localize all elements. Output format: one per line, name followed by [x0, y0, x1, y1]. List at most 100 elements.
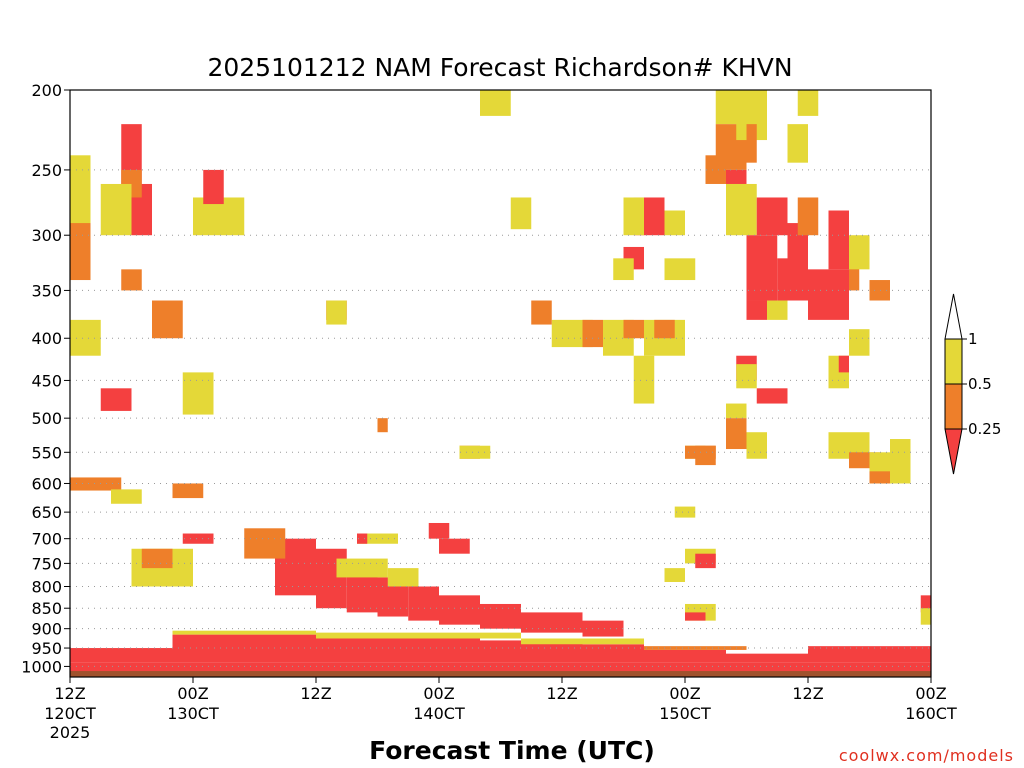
ri-cell-yellow: [510, 197, 532, 230]
ri-cell-yellow: [633, 355, 655, 404]
ri-cell-red: [582, 620, 624, 637]
ri-cell-red: [316, 636, 480, 663]
ri-cell-yellow: [172, 630, 316, 635]
ri-cell-orange: [797, 197, 819, 236]
ri-cell-yellow: [521, 638, 644, 645]
ri-cell-orange: [531, 300, 552, 325]
y-tick-label: 700: [31, 530, 62, 549]
ri-cell-red: [203, 169, 224, 205]
chart-title: 2025101212 NAM Forecast Richardson# KHVN: [207, 53, 792, 82]
plot-frame: [69, 89, 932, 678]
color-legend: 1 0.5 0.25: [944, 293, 1001, 475]
ri-cell-yellow: [664, 258, 696, 281]
ri-cell-orange: [141, 548, 173, 569]
pressure-axis: 200 250 300 350 400 450 500 550 600 650 700 750 800 8…: [21, 81, 70, 676]
ri-cell-yellow: [336, 558, 388, 578]
x-tick-label: 12Z: [792, 684, 823, 703]
ri-cell-red: [746, 235, 778, 301]
y-tick-label: 650: [31, 503, 62, 522]
ri-cell-orange: [70, 223, 91, 281]
ri-cell-red: [726, 653, 808, 663]
legend-label: 1: [968, 330, 978, 348]
ri-cell-red: [182, 533, 214, 544]
ri-cell-red: [521, 612, 583, 633]
ri-cell-orange: [623, 319, 644, 339]
x-tick-date: 150CT: [659, 704, 711, 723]
ri-cell-red: [838, 355, 849, 373]
ri-cell-orange: [695, 445, 716, 466]
ri-cell-yellow: [920, 608, 931, 625]
ri-cell-red: [439, 595, 480, 625]
ri-cell-yellow: [674, 506, 696, 518]
ri-cell-red: [428, 522, 450, 539]
ri-cell-red: [480, 640, 583, 663]
ri-cell-red: [100, 388, 132, 411]
ri-cell-orange: [121, 269, 142, 291]
ri-cell-red: [408, 586, 439, 621]
ri-cell-red: [685, 612, 706, 621]
y-tick-label: 800: [31, 577, 62, 596]
ri-cell-red: [439, 538, 470, 554]
ground-bar: [70, 671, 931, 677]
ri-cell-red: [756, 388, 788, 404]
ri-cell-yellow: [316, 632, 521, 639]
y-tick-label: 1000: [21, 657, 62, 676]
ri-cell-red: [828, 210, 849, 270]
ri-cell-yellow: [182, 372, 214, 415]
x-tick-label: 12Z: [54, 684, 85, 703]
ri-cell-yellow: [849, 235, 870, 270]
credit-text: coolwx.com/models: [839, 746, 1014, 765]
y-tick-label: 250: [31, 161, 62, 180]
richardson-cells: [70, 90, 931, 677]
ri-cell-red: [316, 548, 347, 609]
y-tick-label: 500: [31, 409, 62, 428]
y-tick-label: 200: [31, 81, 62, 100]
ri-cell-orange: [849, 258, 860, 291]
x-tick-year: 2025: [50, 723, 91, 742]
ri-cell-orange: [644, 646, 747, 650]
legend-swatch-yellow: [944, 338, 963, 385]
ri-cell-orange: [869, 280, 890, 301]
y-tick-label: 350: [31, 281, 62, 300]
ri-cell-orange: [152, 300, 183, 339]
legend-arrow-top: [944, 293, 963, 340]
x-tick-date: 140CT: [413, 704, 465, 723]
y-tick-label: 550: [31, 443, 62, 462]
ri-cell-yellow: [459, 445, 491, 459]
ri-cell-yellow: [623, 197, 644, 236]
y-tick-label: 950: [31, 639, 62, 658]
x-tick-label: 00Z: [915, 684, 946, 703]
ri-cell-yellow: [70, 155, 91, 236]
ri-cell-yellow: [849, 329, 870, 356]
ri-cell-yellow: [70, 319, 101, 356]
ri-cell-yellow: [890, 439, 911, 484]
legend-label: 0.5: [968, 375, 992, 393]
ri-cell-yellow: [736, 364, 757, 389]
ri-cell-red: [582, 644, 644, 663]
ri-cell-red: [746, 300, 767, 320]
ri-cell-yellow: [664, 568, 685, 582]
ri-cell-red: [920, 595, 931, 613]
ri-cell-red: [644, 649, 726, 663]
legend-swatch-orange: [944, 383, 963, 430]
legend-arrow-bottom: [944, 428, 963, 475]
ri-cell-yellow: [387, 568, 419, 587]
ri-cell-red: [357, 533, 368, 544]
ri-cell-yellow: [797, 90, 819, 116]
ri-cell-yellow: [726, 183, 757, 236]
ri-cell-yellow: [111, 489, 142, 504]
x-tick-label: 00Z: [669, 684, 700, 703]
y-tick-label: 600: [31, 474, 62, 493]
ri-cell-orange: [172, 483, 204, 499]
ri-cell-red: [808, 646, 931, 663]
ri-cell-yellow: [787, 124, 808, 163]
x-tick-label: 00Z: [423, 684, 454, 703]
ri-cell-red: [695, 553, 716, 569]
y-tick-label: 900: [31, 620, 62, 639]
y-tick-label: 750: [31, 554, 62, 573]
ri-cell-yellow: [100, 183, 132, 236]
y-tick-label: 850: [31, 599, 62, 618]
x-axis-title: Forecast Time (UTC): [369, 736, 655, 765]
x-tick-date: 160CT: [905, 704, 957, 723]
